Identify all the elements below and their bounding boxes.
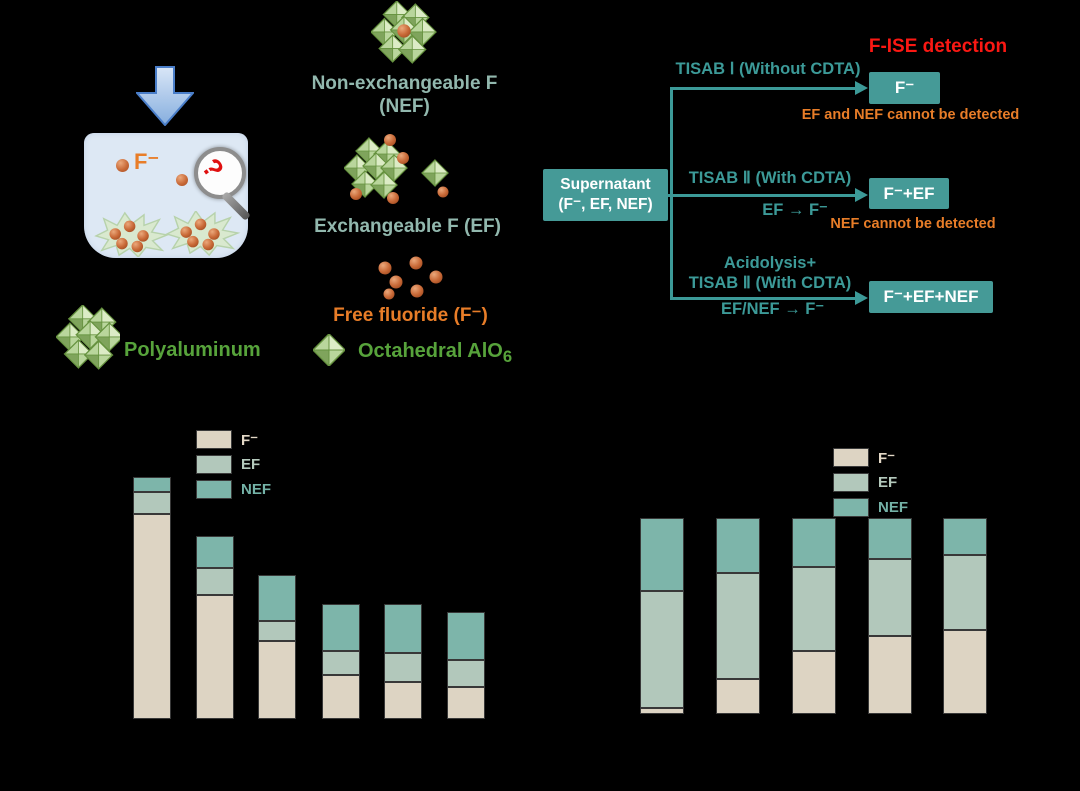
bar-segment-f (196, 594, 234, 719)
legend-label-nef: NEF (878, 499, 908, 516)
branch2-sublabel: EF → F⁻ (762, 201, 828, 219)
result-box-f-ef-nef: F⁻+EF+NEF (869, 281, 993, 313)
right-stacked-bar-chart: F⁻ EF NEF (610, 440, 1040, 720)
branch1-note: EF and NEF cannot be detected (801, 107, 1020, 123)
legend-item-f: F⁻ (833, 448, 908, 467)
bar-segment-nef (384, 604, 422, 654)
branch3-sublabel: EF/NEF → F⁻ (720, 300, 825, 318)
flow-branch1-arrowhead-icon (855, 81, 868, 95)
bar-segment-f (943, 629, 987, 714)
legend-label-ef: EF (878, 474, 898, 491)
beaker: F⁻ ? (84, 133, 251, 258)
question-mark-icon: ? (195, 152, 230, 184)
polyaluminum-icon (56, 305, 120, 371)
octahedral-label: Octahedral AlO6 (358, 340, 512, 367)
bar-segment-ef (868, 559, 912, 636)
supernatant-line2: (F⁻, EF, NEF) (558, 196, 653, 213)
supernatant-line1: Supernatant (560, 175, 651, 193)
bar-segment-nef (447, 611, 485, 661)
bar-segment-f (868, 635, 912, 714)
flow-branch3-arrowhead-icon (855, 291, 868, 305)
free-fluoride-spheres-icon (378, 256, 443, 300)
bar-segment-nef (258, 575, 296, 622)
legend-swatch-ef (833, 473, 869, 492)
ef-title: Exchangeable F (EF) (314, 216, 501, 237)
branch1-label: TISAB Ⅰ (Without CDTA) (675, 60, 861, 78)
bar-segment-ef (196, 567, 234, 595)
left-chart-legend: F⁻ EF NEF (196, 430, 271, 505)
bar-segment-nef (322, 604, 360, 651)
bar-segment-f (133, 514, 171, 719)
legend-swatch-ef (196, 455, 232, 474)
bar-segment-nef (133, 477, 171, 493)
bar-segment-ef (133, 492, 171, 515)
nef-subtitle: (NEF) (379, 96, 430, 117)
legend-label-f: F⁻ (241, 431, 259, 449)
legend-swatch-nef (833, 498, 869, 517)
bar-segment-f (716, 678, 760, 714)
legend-item-f: F⁻ (196, 430, 271, 449)
legend-item-nef: NEF (196, 480, 271, 499)
legend-item-ef: EF (196, 455, 271, 474)
legend-label-ef: EF (241, 456, 261, 473)
result-box-f-ef: F⁻+EF (869, 178, 949, 209)
legend-label-f: F⁻ (878, 449, 896, 467)
legend-swatch-nef (196, 480, 232, 499)
octahedral-label-subscript: 6 (502, 347, 513, 366)
bar-segment-f (322, 675, 360, 719)
bar-segment-ef (322, 650, 360, 676)
bar-segment-f (258, 640, 296, 719)
flow-branch2-arrowhead-icon (855, 188, 868, 202)
bar-segment-ef (716, 572, 760, 679)
bar-segment-ef (792, 567, 836, 652)
branch3-label-line1: Acidolysis+ (723, 254, 817, 272)
legend-label-nef: NEF (241, 481, 271, 498)
fluoride-sphere (176, 174, 188, 186)
bar-segment-ef (943, 555, 987, 630)
bar-segment-f (792, 651, 836, 714)
nef-cluster-icon (371, 1, 437, 65)
bar-segment-f (447, 687, 485, 719)
legend-item-ef: EF (833, 473, 908, 492)
polyaluminum-label: Polyaluminum (124, 339, 261, 361)
left-stacked-bar-chart: F⁻ EF NEF (110, 425, 510, 725)
result-box-f: F⁻ (869, 72, 940, 104)
floc-icons (95, 211, 239, 257)
flow-branch1-line (670, 87, 856, 90)
down-arrow-icon (136, 66, 194, 126)
octahedral-alo6-icon (313, 334, 345, 366)
legend-swatch-f (833, 448, 869, 467)
branch2-note: NEF cannot be detected (830, 216, 996, 232)
right-chart-legend: F⁻ EF NEF (833, 448, 908, 523)
bar-segment-nef (868, 518, 912, 560)
nef-title: Non-exchangeable F (311, 73, 498, 94)
branch3-label-line2: TISAB Ⅱ (With CDTA) (688, 274, 852, 292)
bar-segment-nef (792, 518, 836, 567)
bar-segment-nef (196, 536, 234, 568)
legend-swatch-f (196, 430, 232, 449)
flowchart-title: F-ISE detection (868, 36, 1008, 57)
fluoride-ion-label: F⁻ (134, 149, 160, 174)
bar-segment-nef (943, 518, 987, 556)
branch2-label: TISAB Ⅱ (With CDTA) (688, 169, 852, 187)
bar-segment-f (640, 708, 684, 714)
bar-segment-f (384, 682, 422, 719)
magnifier-icon: ? (194, 147, 246, 199)
octahedral-label-text: Octahedral AlO (358, 340, 503, 362)
flow-vertical-line (670, 87, 673, 299)
fluoride-sphere (116, 159, 129, 172)
flow-branch2-line (668, 194, 856, 197)
supernatant-box: Supernatant (F⁻, EF, NEF) (543, 169, 668, 221)
flow-branch3-line (670, 297, 856, 300)
legend-item-nef: NEF (833, 498, 908, 517)
bar-segment-nef (640, 518, 684, 591)
bar-segment-ef (258, 621, 296, 641)
free-fluoride-title: Free fluoride (F⁻) (333, 305, 488, 326)
bar-segment-nef (716, 518, 760, 573)
bar-segment-ef (447, 660, 485, 688)
ef-cluster-icon (344, 134, 449, 204)
bar-segment-ef (640, 590, 684, 709)
bar-segment-ef (384, 653, 422, 683)
